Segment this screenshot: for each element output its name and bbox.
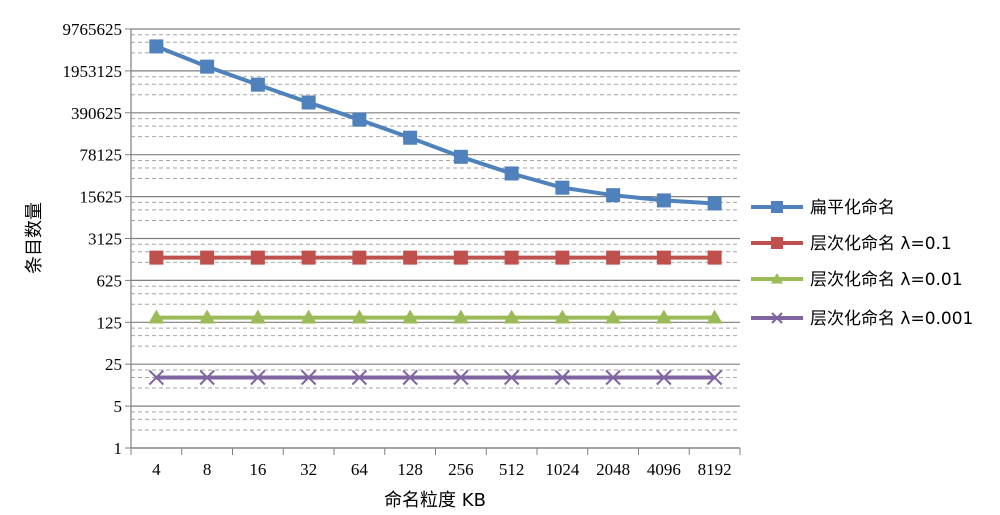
- series: [149, 250, 722, 265]
- data-point: [149, 250, 164, 265]
- data-point: [351, 309, 368, 324]
- y-tick-label: 15625: [80, 188, 123, 207]
- data-point: [352, 250, 367, 265]
- legend-entry: 扁平化命名: [751, 198, 895, 218]
- legend-label: 层次化命名 λ=0.001: [810, 309, 973, 329]
- x-tick-label: 1024: [545, 460, 580, 479]
- data-point: [504, 250, 519, 265]
- y-tick-label: 3125: [88, 230, 122, 249]
- legend-marker: [771, 312, 783, 324]
- data-point: [250, 369, 266, 386]
- data-point: [555, 250, 570, 265]
- x-axis-title: 命名粒度 KB: [384, 490, 486, 511]
- data-point: [249, 309, 266, 324]
- data-point: [402, 309, 419, 324]
- y-tick-label: 125: [97, 313, 123, 332]
- x-tick-label: 4: [152, 460, 161, 479]
- data-point: [453, 369, 469, 386]
- data-point: [503, 309, 520, 324]
- data-point: [452, 309, 469, 324]
- data-point: [605, 309, 622, 324]
- y-axis-title: 条目数量: [24, 202, 45, 274]
- data-point: [301, 95, 316, 110]
- y-tick-label: 25: [105, 355, 122, 374]
- x-tick-label: 4096: [647, 460, 681, 479]
- series: [148, 309, 723, 324]
- legend-marker: [771, 237, 783, 249]
- x-tick-label: 32: [300, 460, 317, 479]
- data-point: [706, 369, 723, 386]
- data-point: [301, 250, 316, 265]
- x-tick-label: 2048: [596, 460, 630, 479]
- axes: 1 5 25 125 625 3125 15625 78125 390625 1953125 976…: [63, 20, 741, 479]
- x-tick-label: 128: [397, 460, 423, 479]
- data-point: [453, 149, 468, 164]
- data-point: [707, 250, 722, 265]
- data-point: [555, 180, 570, 195]
- x-tick-label: 256: [448, 460, 474, 479]
- legend-label: 层次化命名 λ=0.1: [810, 234, 952, 254]
- legend-label: 扁平化命名: [810, 198, 895, 218]
- legend-entry: 层次化命名 λ=0.1: [751, 234, 952, 254]
- data-point: [554, 309, 571, 324]
- data-point: [300, 309, 317, 324]
- y-tick-label: 9765625: [63, 20, 123, 39]
- y-tick-label: 5: [114, 397, 123, 416]
- y-tick-label: 390625: [71, 104, 122, 123]
- y-tick-label: 78125: [80, 146, 123, 165]
- data-point: [148, 309, 165, 324]
- data-point: [655, 309, 672, 324]
- data-point: [149, 39, 164, 54]
- data-point: [199, 369, 215, 386]
- data-point: [200, 250, 215, 265]
- data-point: [656, 250, 671, 265]
- data-point: [250, 250, 265, 265]
- series: [149, 39, 722, 211]
- data-point: [200, 59, 215, 74]
- data-point: [656, 369, 672, 386]
- data-point: [503, 369, 520, 386]
- legend-marker: [771, 201, 783, 213]
- y-tick-label: 625: [97, 271, 123, 290]
- data-point: [351, 369, 368, 386]
- data-point: [148, 369, 165, 386]
- series-group: [148, 39, 723, 386]
- data-point: [605, 369, 621, 386]
- data-point: [707, 196, 722, 211]
- grid-lines: [131, 28, 740, 449]
- data-point: [656, 193, 671, 208]
- y-tick-label: 1: [114, 439, 123, 458]
- legend-entry: 层次化命名 λ=0.001: [751, 309, 973, 329]
- x-tick-label: 64: [351, 460, 369, 479]
- x-tick-label: 512: [499, 460, 525, 479]
- data-point: [250, 77, 265, 92]
- legend-entry: 层次化命名 λ=0.01: [751, 270, 963, 290]
- data-point: [199, 309, 216, 324]
- x-tick-label: 8192: [698, 460, 732, 479]
- legend-marker: [771, 273, 783, 284]
- data-point: [403, 250, 418, 265]
- data-point: [554, 369, 571, 386]
- data-point: [706, 309, 723, 324]
- data-point: [352, 112, 367, 127]
- series-line: [154, 44, 717, 206]
- y-tick-label: 1953125: [63, 62, 123, 81]
- x-tick-label: 8: [203, 460, 212, 479]
- data-point: [606, 250, 621, 265]
- series: [148, 369, 723, 386]
- data-point: [403, 130, 418, 145]
- data-point: [300, 369, 317, 386]
- data-point: [504, 166, 519, 181]
- legend-label: 层次化命名 λ=0.01: [810, 270, 963, 290]
- data-point: [402, 369, 418, 386]
- data-point: [453, 250, 468, 265]
- x-tick-label: 16: [249, 460, 266, 479]
- data-point: [606, 188, 621, 203]
